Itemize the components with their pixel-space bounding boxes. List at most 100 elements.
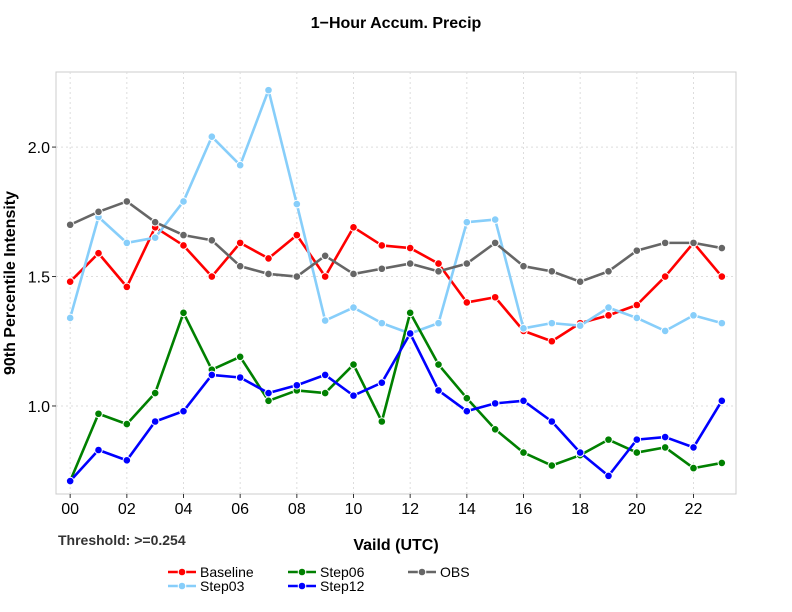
- data-point: [235, 238, 245, 248]
- data-point: [207, 370, 217, 380]
- x-tick-label: 12: [401, 501, 419, 518]
- series-line: [69, 226, 723, 343]
- legend-marker: [177, 567, 187, 577]
- data-point: [462, 393, 472, 403]
- data-point: [150, 233, 160, 242]
- data-point: [547, 417, 557, 426]
- data-point: [65, 476, 75, 486]
- data-point: [575, 277, 585, 287]
- data-point: [122, 238, 132, 248]
- data-point: [519, 261, 528, 271]
- data-point: [462, 406, 472, 416]
- y-axis: 1.0 1.5 2.0: [28, 140, 56, 416]
- data-point: [292, 272, 302, 281]
- data-point: [122, 456, 132, 465]
- data-point: [462, 298, 472, 307]
- data-point: [547, 336, 557, 346]
- data-point: [94, 409, 103, 419]
- data-point: [604, 303, 613, 312]
- data-point: [689, 238, 698, 248]
- data-point: [434, 259, 443, 268]
- data-point: [632, 300, 642, 310]
- data-point: [519, 396, 528, 406]
- legend-item-step06: Step06: [288, 564, 365, 580]
- data-point: [660, 272, 670, 281]
- legend-label: OBS: [440, 564, 470, 580]
- data-point: [150, 217, 160, 227]
- data-point: [377, 264, 387, 274]
- x-tick-label: 06: [231, 501, 249, 518]
- data-point: [65, 277, 75, 287]
- data-point: [547, 267, 557, 276]
- data-point: [490, 215, 500, 224]
- x-tick-label: 00: [61, 501, 79, 518]
- data-point: [490, 424, 500, 434]
- x-tick-label: 10: [345, 501, 363, 518]
- data-point: [349, 391, 358, 400]
- data-point: [519, 448, 528, 457]
- data-point: [292, 230, 302, 240]
- data-point: [632, 448, 642, 457]
- data-point: [604, 471, 613, 481]
- series-line: [68, 311, 723, 482]
- data-point: [207, 132, 217, 142]
- data-point: [547, 318, 557, 328]
- grid: [56, 72, 736, 494]
- data-point: [235, 352, 245, 362]
- series-baseline: [65, 223, 727, 346]
- data-point: [575, 448, 585, 457]
- data-point: [632, 313, 642, 323]
- data-point: [235, 373, 245, 382]
- y-tick-label: 1.0: [28, 399, 50, 416]
- data-point: [264, 269, 273, 279]
- data-point: [604, 311, 613, 320]
- data-point: [377, 318, 387, 328]
- data-point: [547, 461, 557, 470]
- data-point: [717, 458, 727, 468]
- data-point: [207, 272, 217, 281]
- y-axis-label: 90th Percentile Intensity: [2, 191, 19, 375]
- data-point: [349, 269, 358, 279]
- threshold-note: Threshold: >=0.254: [58, 532, 186, 548]
- data-point: [717, 272, 727, 281]
- x-axis-label: Vaild (UTC): [353, 537, 438, 554]
- data-point: [660, 443, 670, 452]
- data-point: [490, 399, 500, 408]
- data-point: [434, 267, 443, 276]
- data-point: [632, 435, 642, 444]
- data-point: [660, 432, 670, 442]
- legend-item-step12: Step12: [288, 578, 365, 594]
- data-point: [179, 197, 188, 206]
- data-point: [179, 230, 188, 240]
- data-point: [604, 435, 613, 444]
- chart-title: 1−Hour Accum. Precip: [311, 15, 482, 32]
- x-tick-label: 16: [515, 501, 533, 518]
- data-point: [94, 445, 103, 455]
- x-tick-label: 14: [458, 501, 476, 518]
- data-point: [490, 292, 500, 302]
- data-point: [689, 463, 698, 473]
- legend-marker: [297, 581, 307, 591]
- legend-marker: [417, 567, 427, 577]
- data-point: [235, 261, 245, 271]
- x-tick-label: 20: [628, 501, 646, 518]
- series-layer: [65, 85, 727, 486]
- data-point: [604, 267, 613, 276]
- data-point: [434, 360, 443, 369]
- data-point: [717, 396, 727, 406]
- data-point: [122, 419, 132, 429]
- data-point: [434, 318, 443, 328]
- data-point: [490, 238, 500, 248]
- data-point: [377, 417, 387, 426]
- x-tick-label: 08: [288, 501, 306, 518]
- data-point: [717, 243, 727, 253]
- data-point: [264, 396, 273, 406]
- data-point: [65, 220, 75, 230]
- series-line: [69, 200, 723, 284]
- x-tick-label: 18: [571, 501, 589, 518]
- series-obs: [65, 197, 727, 287]
- data-point: [179, 241, 188, 250]
- data-point: [292, 380, 302, 390]
